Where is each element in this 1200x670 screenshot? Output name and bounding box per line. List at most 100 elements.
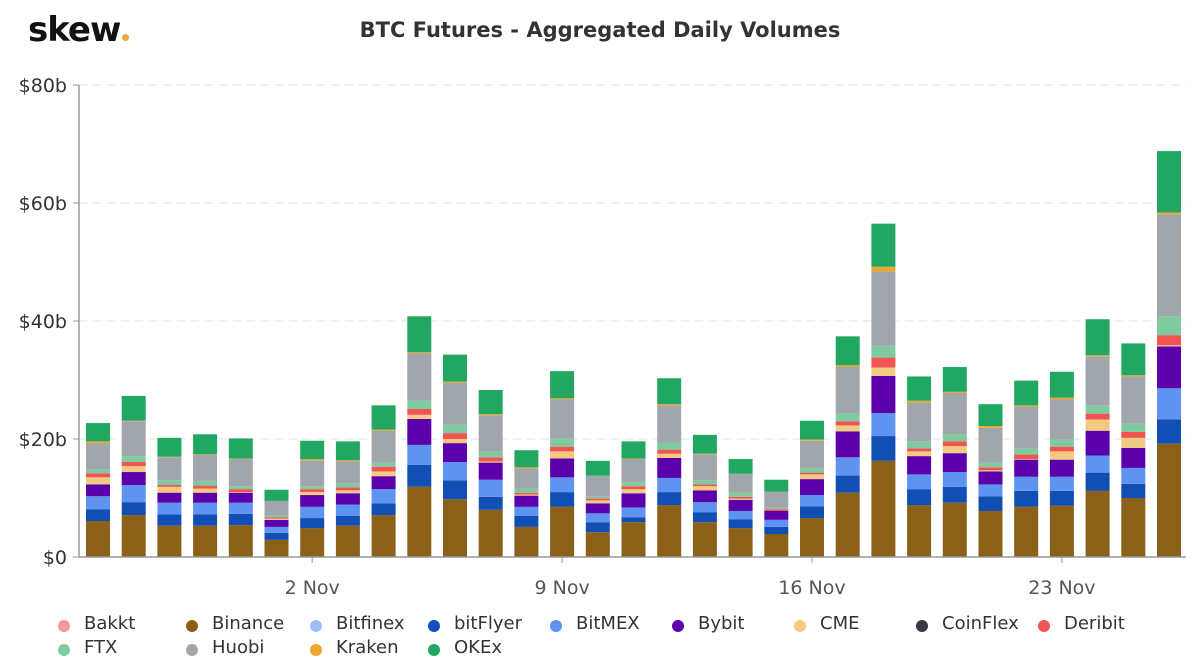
bar-segment-ftx xyxy=(335,483,360,488)
logo-dot-icon xyxy=(122,34,130,41)
legend-label: CoinFlex xyxy=(942,613,1019,634)
legend-item-kraken[interactable]: Kraken xyxy=(310,637,399,658)
bar-segment-bitflyer xyxy=(121,502,146,516)
bar-segment-bybit xyxy=(335,493,360,505)
bar-segment-deribit xyxy=(443,433,467,439)
bar-segment-ftx xyxy=(800,467,824,473)
legend-dot-icon xyxy=(672,619,684,632)
bar-segment-huobi xyxy=(764,491,789,508)
bar-segment-deribit xyxy=(1049,446,1074,452)
bar-segment-okex xyxy=(86,423,110,442)
bar-segment-deribit xyxy=(1085,413,1110,420)
legend-item-cme[interactable]: CME xyxy=(794,613,859,634)
bar-segment-ftx xyxy=(978,462,1003,468)
legend-dot-icon xyxy=(186,619,198,632)
legend-item-bitfinex[interactable]: Bitfinex xyxy=(310,613,405,634)
bar-segment-okex xyxy=(443,354,467,382)
bar-segment-ftx xyxy=(478,451,503,458)
skew-logo: skew xyxy=(28,10,130,50)
bar-segment-huobi xyxy=(1014,406,1039,449)
bar-segment-bybit xyxy=(692,490,717,503)
bar-segment-bitflyer xyxy=(942,486,967,503)
bar-segment-bybit xyxy=(728,499,753,511)
legend-item-bakkt[interactable]: Bakkt xyxy=(58,613,135,634)
bar-segment-kraken xyxy=(407,352,432,354)
bar-segment-ftx xyxy=(121,456,146,463)
bar-segment-kraken xyxy=(371,429,396,431)
bar-segment-deribit xyxy=(121,462,146,467)
bar-segment-okex xyxy=(550,371,575,399)
legend-item-ftx[interactable]: FTX xyxy=(58,637,117,658)
bar-segment-deribit xyxy=(264,517,289,519)
bar-segment-deribit xyxy=(585,498,610,501)
bar-segment-deribit xyxy=(371,466,396,472)
bar-segment-bitflyer xyxy=(800,506,824,519)
bar-segment-ftx xyxy=(1014,448,1039,455)
bar-segment-ftx xyxy=(692,480,717,485)
bar-segment-ftx xyxy=(871,345,896,358)
bar-segment-bitmex xyxy=(728,510,753,520)
bar-segment-bybit xyxy=(478,462,503,480)
legend-item-binance[interactable]: Binance xyxy=(186,613,284,634)
bar-segment-cme xyxy=(621,489,646,494)
legend-item-bitmex[interactable]: BitMEX xyxy=(550,613,640,634)
bar-segment-ftx xyxy=(1121,423,1146,432)
bar-segment-huobi xyxy=(1049,399,1074,440)
bar-segment-bitflyer xyxy=(1014,490,1039,507)
bar-segment-bitflyer xyxy=(907,489,932,506)
bar-segment-ftx xyxy=(228,486,253,490)
bar-segment-huobi xyxy=(978,427,1003,463)
bar-segment-huobi xyxy=(371,430,396,463)
bar-segment-bitflyer xyxy=(228,513,253,526)
legend-dot-icon xyxy=(58,643,70,656)
bar-segment-kraken xyxy=(157,456,182,458)
legend-label: BitMEX xyxy=(576,613,640,634)
y-tick-label: $20b xyxy=(19,429,67,451)
bar-segment-kraken xyxy=(193,454,218,455)
legend-item-deribit[interactable]: Deribit xyxy=(1038,613,1125,634)
bar-segment-cme xyxy=(86,477,110,485)
bar-segment-deribit xyxy=(764,509,789,511)
legend-dot-icon xyxy=(428,619,440,632)
bar-segment-binance xyxy=(871,460,896,557)
bar-segment-ftx xyxy=(835,413,860,422)
bar-segment-deribit xyxy=(228,489,253,493)
legend-item-bitflyer[interactable]: bitFlyer xyxy=(428,613,522,634)
bar-segment-deribit xyxy=(978,467,1003,471)
legend-item-okex[interactable]: OKEx xyxy=(428,637,502,658)
legend-dot-icon xyxy=(310,643,322,656)
bar-segment-cme xyxy=(585,500,610,504)
bar-segment-binance xyxy=(228,525,253,557)
bar-segment-binance xyxy=(692,522,717,557)
bar-segment-ftx xyxy=(942,434,967,442)
bar-segment-okex xyxy=(835,336,860,366)
bar-segment-deribit xyxy=(942,441,967,447)
bar-segment-bitflyer xyxy=(657,492,682,506)
bar-segment-okex xyxy=(728,459,753,474)
bar-segment-bitmex xyxy=(585,513,610,523)
bar-segment-bitmex xyxy=(1085,455,1110,473)
bar-segment-bybit xyxy=(621,493,646,508)
bar-segment-cme xyxy=(657,453,682,458)
bar-segment-cme xyxy=(1121,437,1146,448)
bar-segment-cme xyxy=(228,492,253,493)
legend-dot-icon xyxy=(1038,619,1050,632)
bar-segment-kraken xyxy=(1014,405,1039,407)
bar-segment-kraken xyxy=(907,400,932,403)
bar-segment-binance xyxy=(550,506,575,557)
x-tick-label: 9 Nov xyxy=(534,577,589,599)
bar-segment-deribit xyxy=(335,487,360,491)
bar-segment-ftx xyxy=(728,492,753,497)
bar-segment-bybit xyxy=(121,472,146,486)
bar-segment-bitmex xyxy=(371,489,396,504)
bar-segment-deribit xyxy=(835,421,860,426)
bar-segment-huobi xyxy=(871,271,896,346)
bar-segment-huobi xyxy=(835,367,860,414)
legend-item-huobi[interactable]: Huobi xyxy=(186,637,264,658)
bar-segment-okex xyxy=(1157,151,1181,213)
bar-segment-binance xyxy=(478,509,503,557)
bar-segment-bitflyer xyxy=(407,464,432,487)
legend-item-coinflex[interactable]: CoinFlex xyxy=(916,613,1019,634)
legend-item-bybit[interactable]: Bybit xyxy=(672,613,745,634)
bar-segment-okex xyxy=(621,441,646,459)
